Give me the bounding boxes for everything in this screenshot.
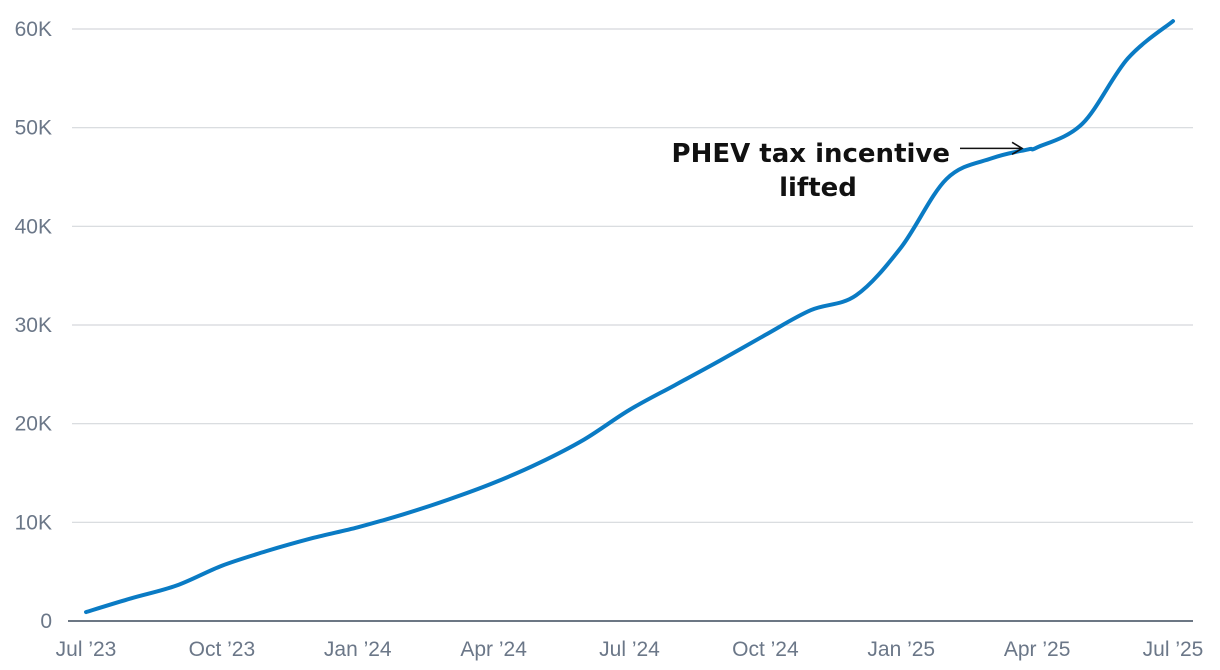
series-line — [84, 19, 1175, 615]
y-tick-label: 0 — [40, 610, 52, 633]
annotation-arrow — [960, 141, 1024, 156]
y-tick-label: 30K — [15, 314, 52, 337]
x-tick-label: Jan ’25 — [867, 638, 935, 661]
annotation-line-2: lifted — [779, 173, 857, 203]
x-axis-ticks: Jul ’23 Oct ’23 Jan ’24 Apr ’24 Jul ’24 Oct ’… — [56, 638, 1204, 661]
annotation: PHEV tax incentive lifted — [672, 139, 1024, 203]
y-tick-label: 50K — [15, 117, 52, 140]
x-tick-label: Jul ’25 — [1143, 638, 1204, 661]
y-tick-label: 20K — [15, 413, 52, 436]
x-tick-label: Jan ’24 — [324, 638, 392, 661]
x-tick-label: Jul ’23 — [56, 638, 117, 661]
y-axis-ticks: 0 10K 20K 30K 40K 50K 60K — [15, 18, 52, 633]
x-tick-label: Apr ’25 — [1004, 638, 1071, 661]
y-tick-label: 40K — [15, 215, 52, 238]
x-tick-label: Jul ’24 — [599, 638, 660, 661]
x-tick-label: Oct ’24 — [732, 638, 799, 661]
x-tick-label: Oct ’23 — [189, 638, 256, 661]
y-tick-label: 60K — [15, 18, 52, 41]
x-tick-label: Apr ’24 — [460, 638, 527, 661]
gridlines — [72, 28, 1193, 523]
annotation-line-1: PHEV tax incentive — [672, 139, 950, 169]
series-group — [84, 19, 1175, 615]
y-tick-label: 10K — [15, 511, 52, 534]
